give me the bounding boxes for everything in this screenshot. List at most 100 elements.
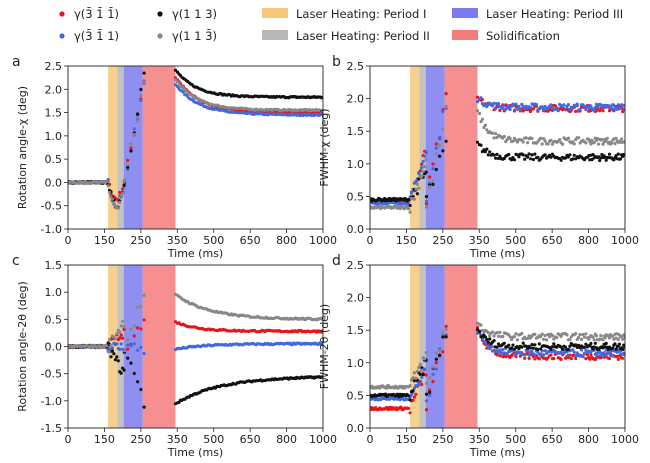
data-point-s2: [549, 103, 553, 107]
data-point-s4: [480, 117, 484, 121]
data-point-s2: [523, 107, 527, 111]
data-point-s1: [574, 356, 578, 361]
data-point-s2: [575, 102, 579, 106]
data-point-s4: [492, 334, 496, 338]
data-point-s4: [412, 197, 416, 201]
data-point-s3: [531, 157, 536, 162]
x-tick-label: 350: [167, 433, 188, 446]
data-point-s2: [508, 107, 512, 112]
data-point-s3: [527, 152, 531, 156]
data-point-s2: [563, 108, 568, 112]
data-point-s1: [607, 356, 612, 361]
data-point-s2: [505, 106, 509, 110]
data-point-s4: [408, 384, 412, 388]
data-point-s4: [142, 80, 146, 84]
data-point-s4: [526, 336, 530, 340]
data-point-s2: [571, 106, 575, 110]
data-point-s4: [118, 200, 122, 204]
y-tick-label: 0.0: [45, 341, 63, 354]
data-point-s2: [409, 191, 414, 195]
x-tick-label: 650: [240, 433, 261, 446]
data-point-s4: [482, 125, 486, 130]
legend: γ(3̄ 1̄ 1̄) γ(3̄ 1̄ 1) γ(1 1 3) γ(1 1 3̄) La…: [59, 7, 623, 43]
data-point-s4: [438, 143, 442, 148]
data-point-s3: [523, 157, 527, 161]
band-sol: [444, 265, 478, 428]
data-point-s3: [616, 152, 620, 156]
data-point-s4: [524, 136, 528, 140]
data-point-s3: [142, 71, 146, 75]
x-tick-label: 250: [432, 433, 453, 446]
data-point-s1: [428, 388, 432, 392]
data-point-s2: [412, 386, 416, 390]
data-point-s1: [549, 353, 553, 357]
x-tick-label: 500: [505, 234, 526, 247]
data-point-s2: [612, 104, 616, 108]
data-point-s3: [563, 345, 568, 349]
series-points: [370, 321, 625, 415]
data-point-s3: [617, 342, 622, 346]
data-point-s1: [434, 361, 438, 365]
data-point-s2: [517, 104, 521, 108]
x-tick-label: 0: [65, 234, 72, 247]
data-point-s2: [575, 351, 579, 355]
data-point-s1: [420, 162, 424, 166]
data-point-s4: [492, 136, 496, 140]
data-point-s4: [434, 152, 438, 156]
data-point-s4: [616, 337, 620, 342]
data-point-s4: [594, 334, 599, 338]
data-point-s2: [499, 352, 503, 356]
data-point-s4: [549, 138, 553, 142]
data-point-s3: [495, 345, 499, 349]
plot-frame: [369, 65, 626, 230]
data-point-s1: [136, 326, 140, 330]
data-point-s3: [533, 152, 537, 156]
data-point-s4: [424, 205, 429, 209]
band-p1: [108, 66, 118, 229]
x-tick-label: 650: [542, 234, 563, 247]
data-point-s3: [119, 371, 123, 375]
data-point-s4: [424, 351, 428, 355]
y-tick-label: 2.0: [347, 292, 365, 305]
x-tick-label: 350: [167, 234, 188, 247]
y-tick-label: -0.5: [41, 200, 62, 213]
data-point-s2: [492, 101, 496, 105]
data-point-s2: [434, 367, 438, 371]
data-point-s4: [621, 337, 625, 341]
y-axis-label: Rotation angle-2θ (deg): [16, 281, 29, 412]
data-point-s2: [494, 107, 498, 111]
band-p3: [123, 265, 143, 428]
data-point-s2: [132, 342, 136, 346]
data-point-s4: [611, 334, 615, 338]
data-point-s3: [550, 345, 555, 349]
data-point-s3: [424, 392, 429, 396]
data-point-s2: [556, 108, 560, 112]
data-point-s1: [504, 355, 508, 359]
data-point-s4: [539, 335, 543, 339]
y-tick-label: 0.0: [347, 223, 365, 236]
data-point-s4: [115, 332, 119, 336]
data-point-s1: [559, 357, 563, 361]
data-point-s2: [424, 199, 429, 203]
x-tick-label: 0: [367, 234, 374, 247]
data-point-s2: [562, 103, 566, 107]
data-point-s2: [514, 102, 518, 106]
data-point-s3: [604, 158, 608, 162]
data-point-s3: [408, 398, 412, 402]
data-point-s3: [494, 156, 498, 160]
x-tick-label: 500: [505, 433, 526, 446]
data-point-s2: [510, 104, 514, 108]
data-point-s1: [119, 333, 123, 337]
data-point-s2: [523, 353, 527, 357]
data-point-s4: [540, 332, 544, 336]
data-point-s4: [512, 334, 517, 339]
data-point-s2: [424, 150, 428, 154]
data-point-s4: [496, 334, 501, 338]
data-point-s3: [139, 87, 143, 92]
legend-marker-s2: [59, 33, 65, 39]
data-point-s2: [518, 108, 522, 112]
data-point-s1: [601, 109, 605, 113]
data-point-s2: [581, 354, 585, 358]
x-tick-label: 800: [578, 433, 599, 446]
